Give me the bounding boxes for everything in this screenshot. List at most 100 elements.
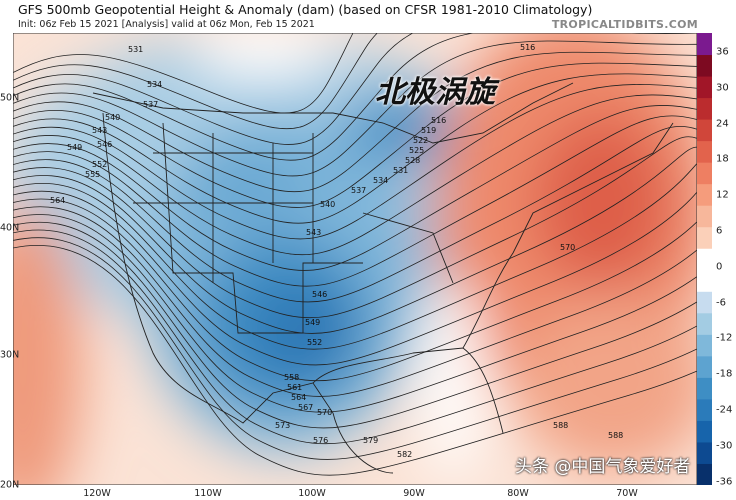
colorbar-swatch — [697, 441, 712, 464]
colorbar-swatch — [697, 291, 712, 314]
contour-label: 519 — [421, 126, 436, 135]
colorbar-tick: 30 — [716, 82, 729, 94]
watermark: 头条 @中国气象爱好者 — [515, 457, 691, 477]
contour-label: 567 — [298, 403, 313, 412]
borders — [92, 82, 674, 474]
contour-label: 534 — [147, 80, 162, 89]
colorbar-tick: -36 — [716, 476, 733, 488]
contour-label: 516 — [431, 116, 446, 125]
contour-label: 522 — [413, 136, 428, 145]
contour-label: 531 — [128, 45, 143, 54]
colorbar-swatch — [697, 162, 712, 185]
contour-label: 579 — [363, 436, 378, 445]
colorbar-tick: 0 — [716, 261, 723, 273]
contour-line — [13, 206, 697, 397]
polar-vortex-annotation: 北极涡旋 — [375, 75, 495, 110]
latitude-label: 20N — [0, 479, 20, 491]
contour-label: 570 — [317, 408, 332, 417]
colorbar-tick: -24 — [716, 404, 733, 416]
contour-line — [13, 229, 697, 445]
colorbar-swatch — [697, 76, 712, 99]
contour-line — [13, 237, 697, 460]
contour-label: 516 — [520, 43, 535, 52]
contour-line — [13, 115, 697, 287]
longitude-label: 100W — [298, 488, 326, 499]
latitude-label: 40N — [0, 222, 20, 234]
colorbar — [697, 33, 712, 485]
colorbar-swatch — [697, 269, 712, 292]
contour-label: 552 — [307, 338, 322, 347]
contour-line — [13, 190, 697, 366]
contour-line — [13, 221, 697, 429]
contour-label: 555 — [85, 170, 100, 179]
colorbar-swatch — [697, 97, 712, 120]
colorbar-swatch — [697, 377, 712, 400]
contour-label: 537 — [351, 186, 366, 195]
contour-label: 582 — [397, 450, 412, 459]
contour-line — [13, 136, 697, 319]
brand-label: TROPICALTIDBITS.COM — [551, 18, 698, 31]
latitude-label: 30N — [0, 349, 20, 361]
colorbar-tick: 24 — [716, 118, 729, 130]
contour-label: 573 — [275, 421, 290, 430]
colorbar-swatch — [697, 33, 712, 56]
contour-label: 531 — [393, 166, 408, 175]
contour-label: 540 — [320, 200, 335, 209]
colorbar-tick: -6 — [716, 297, 726, 309]
longitude-label: 70W — [616, 488, 638, 499]
colorbar-swatch — [697, 334, 712, 357]
contour-line — [13, 33, 379, 130]
colorbar-tick: 18 — [716, 153, 729, 165]
colorbar-tick: 12 — [716, 189, 729, 201]
contour-label: 549 — [67, 143, 82, 152]
colorbar-tick: -30 — [716, 440, 733, 452]
contour-line — [13, 33, 354, 114]
contour-label: 576 — [313, 436, 328, 445]
colorbar-tick: -12 — [716, 332, 733, 344]
colorbar-tick: 6 — [716, 225, 723, 237]
colorbar-tick: 36 — [716, 46, 729, 58]
longitude-label: 120W — [83, 488, 111, 499]
contour-label: 564 — [50, 196, 65, 205]
contour-label: 537 — [143, 100, 158, 109]
contour-label: 528 — [405, 156, 420, 165]
contour-line — [13, 33, 415, 145]
contour-label: 534 — [373, 176, 388, 185]
contour-line — [13, 214, 697, 413]
contour-line — [13, 73, 697, 224]
contour-line — [13, 162, 697, 350]
contour-label: 558 — [284, 373, 299, 382]
contour-label: 543 — [92, 126, 107, 135]
contour-label: 525 — [409, 146, 424, 155]
contour-label: 570 — [560, 243, 575, 252]
contour-line — [13, 84, 697, 240]
colorbar-swatch — [697, 312, 712, 335]
colorbar-swatch — [697, 248, 712, 271]
contour-label: 549 — [305, 318, 320, 327]
contour-line — [13, 146, 697, 334]
longitude-label: 90W — [403, 488, 425, 499]
colorbar-swatch — [697, 398, 712, 421]
contour-label: 540 — [105, 113, 120, 122]
contour-line — [13, 33, 697, 161]
contour-line — [13, 198, 697, 382]
colorbar-swatch — [697, 183, 712, 206]
contour-label: 546 — [312, 290, 327, 299]
contour-label: 588 — [553, 421, 568, 430]
colorbar-swatch — [697, 463, 712, 485]
longitude-label: 110W — [194, 488, 222, 499]
map-subtitle: Init: 06z Feb 15 2021 [Analysis] valid a… — [18, 19, 315, 30]
anomaly-map: 5315345375405435465495525555645165165195… — [13, 33, 697, 485]
contour-line — [13, 105, 697, 271]
contour-label: 561 — [287, 383, 302, 392]
contour-line — [13, 125, 697, 303]
colorbar-swatch — [697, 226, 712, 249]
contour-label: 588 — [608, 431, 623, 440]
contour-line — [13, 40, 697, 177]
map-title: GFS 500mb Geopotential Height & Anomaly … — [18, 2, 593, 17]
colorbar-swatch — [697, 355, 712, 378]
contour-line — [13, 51, 697, 193]
latitude-label: 50N — [0, 92, 20, 104]
contour-line — [13, 244, 697, 476]
colorbar-tick: -18 — [716, 368, 733, 380]
